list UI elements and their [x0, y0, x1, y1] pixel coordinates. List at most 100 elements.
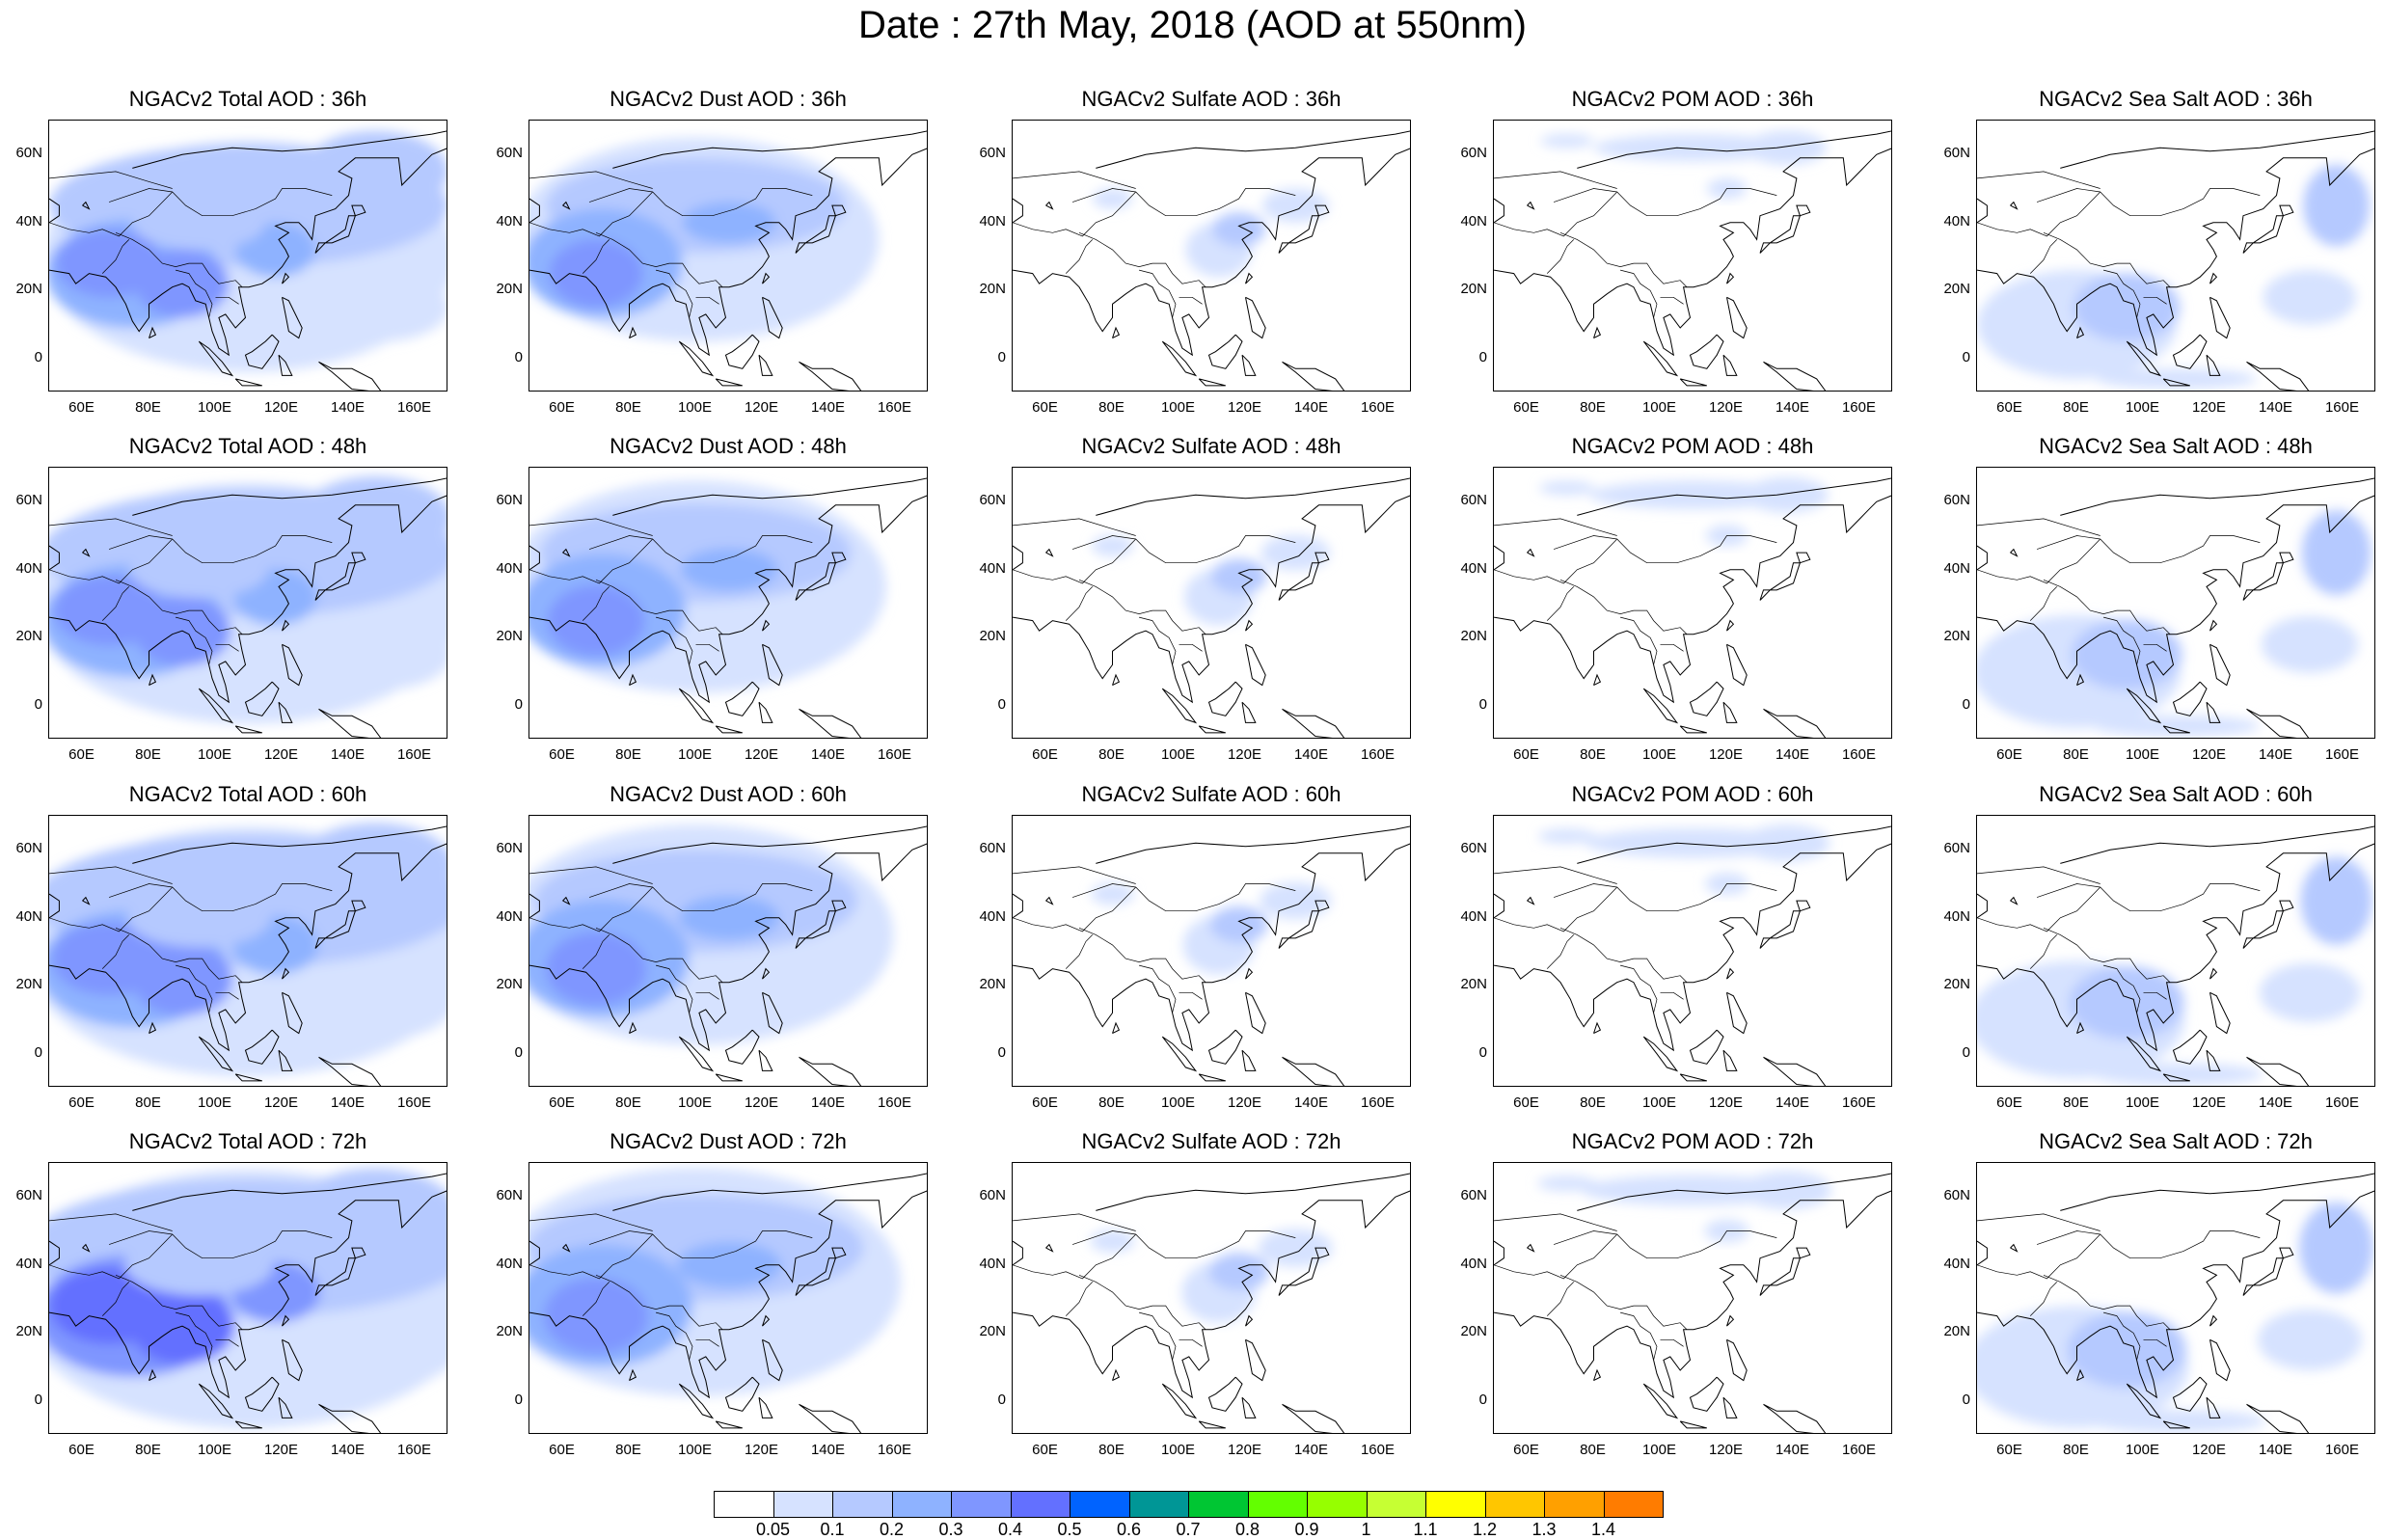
country-border [215, 643, 239, 652]
country-border [49, 518, 173, 536]
country-border [176, 269, 213, 318]
country-border [2029, 934, 2058, 969]
country-border [108, 535, 333, 564]
map-plot-area [1976, 1162, 2375, 1434]
coastline [1722, 701, 1738, 723]
panel-title: NGACv2 POM AOD : 60h [1571, 782, 1814, 806]
map-plot-area [528, 120, 928, 392]
lon-tick-label: 100E [197, 399, 232, 416]
map-plot-area [48, 120, 447, 392]
coastline [1977, 1190, 2374, 1399]
aod-map [529, 824, 927, 1086]
country-border [529, 1213, 653, 1231]
aod-map [1977, 825, 2374, 1086]
coastline [278, 701, 293, 723]
coastline [1642, 688, 1679, 724]
lon-tick-label: 120E [1708, 1442, 1744, 1458]
aod-map [1977, 1173, 2374, 1433]
coastline [1759, 910, 1802, 949]
coastline [1096, 130, 1410, 169]
coastline [244, 1029, 280, 1065]
coastline [1112, 1368, 1121, 1382]
country-border [2043, 927, 2171, 983]
coastline [1161, 340, 1198, 377]
map-plot-area [1976, 815, 2375, 1087]
colorbar-label: 1.4 [1590, 1520, 1616, 1539]
aod-region [1210, 558, 1267, 595]
coastline [2162, 378, 2190, 387]
country-border [1013, 1213, 1136, 1231]
coastline [1494, 1190, 1891, 1399]
lon-tick-label: 60E [1513, 1094, 1539, 1111]
lon-tick-label: 80E [615, 399, 641, 416]
colorbar-swatch [1425, 1491, 1486, 1518]
coastline [1577, 130, 1891, 169]
aod-region [2073, 273, 2181, 342]
coastline [2126, 1383, 2162, 1419]
lon-tick-label: 60E [1996, 1442, 2022, 1458]
aod-region [132, 195, 266, 250]
country-border [2103, 1311, 2141, 1361]
coastline [1722, 1049, 1738, 1071]
country-border [1559, 1274, 1688, 1330]
coastline [2060, 1173, 2374, 1211]
coastline [149, 1368, 157, 1382]
coastline [1796, 900, 1811, 912]
aod-map [529, 130, 927, 391]
aod-map [1977, 130, 2374, 391]
coastline [198, 340, 234, 377]
lat-tick-label: 60N [1460, 840, 1487, 857]
aod-region [2301, 510, 2371, 596]
lat-tick-label: 20N [979, 976, 1006, 993]
coastline [2010, 201, 2019, 210]
country-border [1494, 1213, 1617, 1231]
lat-tick-label: 20N [15, 1323, 42, 1340]
country-border [1977, 518, 2100, 536]
map-plot-area [48, 815, 447, 1087]
lon-tick-label: 80E [1098, 399, 1125, 416]
coastline [2209, 1314, 2218, 1327]
coastline [1726, 296, 1748, 339]
coastline [1593, 1021, 1602, 1035]
colorbar-swatch [1307, 1491, 1368, 1518]
lon-tick-label: 120E [1227, 399, 1262, 416]
coastline [351, 1247, 366, 1259]
lat-tick-label: 20N [15, 628, 42, 645]
lat-tick-label: 60N [15, 840, 42, 857]
country-border [176, 1311, 213, 1361]
coastline [1759, 562, 1802, 601]
coastline [529, 148, 927, 357]
coastline [234, 725, 262, 734]
country-border [529, 886, 653, 932]
country-border [2036, 188, 2261, 217]
country-border [2043, 1274, 2171, 1330]
lon-tick-label: 100E [2125, 746, 2160, 763]
lon-tick-label: 60E [549, 1094, 575, 1111]
country-border [695, 643, 719, 652]
country-border [1179, 1338, 1203, 1347]
coastline [1726, 619, 1735, 632]
coastline [2279, 900, 2294, 912]
coastline [149, 673, 157, 687]
lon-tick-label: 120E [1708, 1094, 1744, 1111]
panel-title: NGACv2 Sulfate AOD : 36h [1081, 87, 1342, 111]
aod-region [2067, 1311, 2187, 1389]
aod-field [1977, 1202, 2374, 1433]
lat-tick-label: 60N [496, 840, 523, 857]
coastline [529, 1240, 540, 1266]
coastline [529, 495, 927, 704]
aod-field [1977, 510, 2371, 737]
lon-tick-label: 120E [744, 746, 779, 763]
coastline [629, 1368, 637, 1382]
coastline [762, 272, 771, 284]
country-border [1078, 231, 1206, 287]
country-border [529, 866, 653, 884]
lon-tick-label: 120E [263, 1094, 299, 1111]
coastline [49, 893, 60, 919]
lon-tick-label: 140E [1775, 1442, 1810, 1458]
coastline [1198, 725, 1226, 734]
coastline [1241, 354, 1257, 376]
aod-region [1589, 480, 1798, 509]
coastline [831, 552, 847, 564]
aod-map [49, 1168, 447, 1433]
